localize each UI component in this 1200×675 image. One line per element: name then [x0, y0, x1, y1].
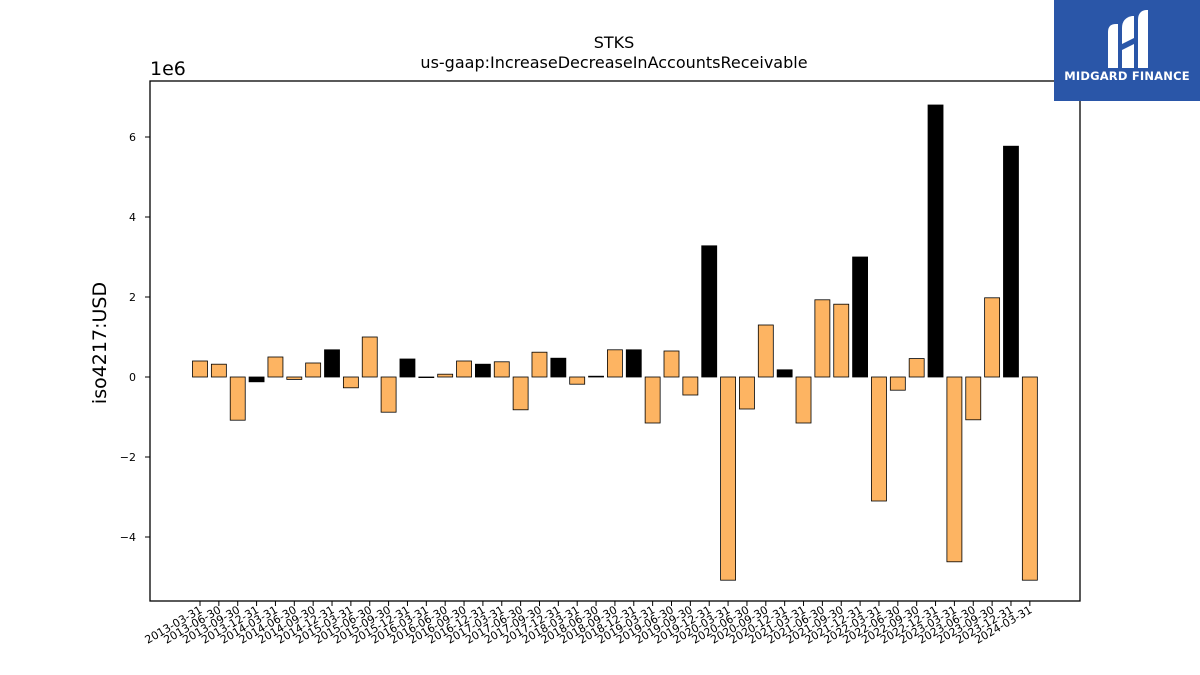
- bar-2017-06-30: [512, 376, 529, 411]
- bar-2013-03-31: [192, 360, 208, 378]
- bar-2024-03-31: [1021, 376, 1038, 581]
- plot-frame: [149, 80, 1081, 602]
- bar-2014-06-30: [286, 376, 303, 380]
- bar-2018-06-30: [588, 375, 604, 378]
- bar-2022-12-31: [927, 104, 944, 378]
- y-tick-label: 2: [129, 291, 136, 304]
- bar-2022-09-30: [908, 358, 925, 378]
- bar-2021-09-30: [833, 303, 850, 378]
- chart-subtitle: us-gaap:IncreaseDecreaseInAccountsReceiv…: [420, 53, 807, 72]
- bar-2019-09-30: [682, 376, 699, 396]
- x-axis-ticks: 2013-03-312013-06-302013-09-302013-12-31…: [143, 601, 1034, 647]
- bar-2014-12-31: [324, 349, 340, 378]
- bar-2017-03-31: [493, 361, 510, 378]
- bar-2015-09-30: [380, 376, 397, 413]
- bar-2013-09-30: [229, 376, 246, 421]
- bar-2023-12-31: [1003, 145, 1019, 378]
- bar-2021-06-30: [814, 299, 831, 378]
- midgard-finance-logo: MIDGARD FINANCE: [1054, 0, 1200, 101]
- y-tick-label: −4: [120, 531, 136, 544]
- bar-2018-09-30: [607, 349, 623, 378]
- bar-2019-12-31: [701, 245, 718, 378]
- bar-2016-09-30: [456, 360, 472, 378]
- bar-2014-03-31: [267, 356, 284, 378]
- midgard-logo-icon: [1108, 10, 1148, 68]
- bar-2023-09-30: [984, 297, 1001, 378]
- y-tick-label: 4: [129, 211, 136, 224]
- bar-2020-09-30: [757, 324, 774, 378]
- bar-2020-03-31: [720, 376, 736, 581]
- y-axis-ticks: −4 −2 0 2 4 6: [120, 131, 150, 544]
- bar-2017-12-31: [550, 357, 567, 378]
- bar-2019-06-30: [663, 350, 680, 378]
- bar-2013-06-30: [210, 363, 227, 378]
- bar-2023-06-30: [965, 376, 982, 421]
- bar-2018-03-31: [569, 376, 586, 385]
- bar-2022-06-30: [889, 376, 906, 391]
- bar-2015-03-31: [342, 376, 359, 389]
- bar-2016-12-31: [474, 363, 491, 378]
- bar-2021-12-31: [852, 256, 868, 378]
- bar-2013-12-31: [248, 376, 265, 383]
- y-axis-label: iso4217:USD: [89, 282, 111, 404]
- bar-2015-12-31: [399, 358, 416, 378]
- bar-2023-03-31: [946, 376, 963, 563]
- bar-2017-09-30: [531, 351, 548, 378]
- chart-title: STKS: [594, 33, 635, 52]
- bar-2020-12-31: [776, 369, 793, 378]
- bar-2015-06-30: [361, 336, 378, 378]
- y-tick-label: 0: [129, 371, 136, 384]
- y-scale-label: 1e6: [150, 58, 186, 80]
- bar-2014-09-30: [305, 362, 322, 378]
- bar-2022-03-31: [871, 376, 887, 502]
- bar-2019-03-31: [644, 376, 661, 424]
- brand-name: MIDGARD FINANCE: [1064, 69, 1190, 83]
- bar-2021-03-31: [795, 376, 812, 424]
- bar-2020-06-30: [739, 376, 755, 410]
- bar-2016-03-31: [418, 376, 435, 379]
- bar-2018-12-31: [625, 349, 642, 378]
- y-tick-label: −2: [120, 451, 136, 464]
- y-tick-label: 6: [129, 131, 136, 144]
- bar-series: [192, 104, 1038, 581]
- bar-2016-06-30: [437, 373, 454, 378]
